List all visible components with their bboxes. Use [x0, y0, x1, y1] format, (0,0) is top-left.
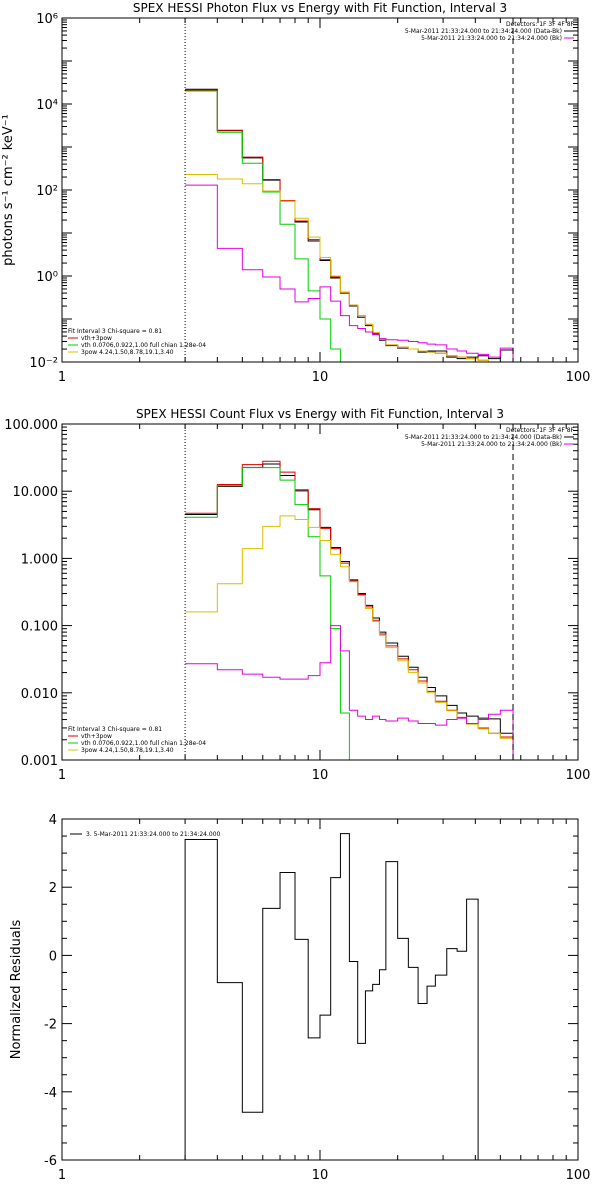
chart-panel-1: 1 10 100 10⁻² 10⁰ 10² 10⁴ 10⁶ SPEX HESSI Photon …: [1, 1, 590, 385]
x-tick-label: 1: [58, 1168, 66, 1183]
series-bk: [185, 625, 514, 760]
series-vth: [185, 467, 358, 760]
series-vth-3pow: [185, 460, 514, 760]
y-tick-label: 0.010: [21, 687, 58, 702]
plot-frame: [61, 818, 579, 1161]
legend-entry: Detectors: 1F 3F 4F 8F: [506, 427, 575, 434]
y-axis-label: Normalized Residuals: [9, 920, 24, 1060]
y-tick-label: 2: [49, 881, 57, 896]
series-3pow: [185, 173, 514, 362]
y-tick-label: 10⁻²: [29, 356, 58, 371]
legend-entry: Detectors: 1F 3F 4F 8F: [506, 21, 575, 28]
x-tick-label: 100: [566, 768, 591, 783]
legend-entry: vth 0.0706,0.922,1.00 full chian 1.28e-0…: [81, 342, 206, 349]
y-tick-label: 1.000: [21, 552, 58, 567]
x-tick-label: 10: [312, 768, 329, 783]
y-tick-label: 10⁰: [36, 270, 58, 285]
legend-entry: vth 0.0706,0.922,1.00 full chian 1.28e-0…: [81, 740, 206, 747]
legend-entry: vth+3pow: [81, 335, 112, 342]
x-tick-label: 1: [58, 768, 66, 783]
legend-entry: 3pow 4.24,1.50,8.78,19.1,3.40: [81, 349, 174, 356]
legend-entry: 5-Mar-2011 21:33:24.000 to 21:34:24.000 …: [421, 35, 562, 42]
series-vth: [185, 90, 358, 362]
legend-entry: 3. 5-Mar-2011 21:33:24.000 to 21:34:24.0…: [86, 831, 221, 838]
chart-title: SPEX HESSI Photon Flux vs Energy with Fi…: [133, 1, 507, 15]
series-bk: [185, 184, 514, 362]
legend-entry: Fit Interval 3 Chi-square = 0.81: [68, 328, 162, 335]
x-tick-label: 10: [312, 370, 329, 385]
series-residuals: [184, 833, 479, 1160]
y-tick-label: -2: [44, 1018, 57, 1033]
y-tick-label: 10⁴: [36, 98, 58, 113]
chart-panel-2: 1 10 100 0.001 0.010 0.100 1.000 10.000 100.000 S…: [4, 407, 590, 783]
y-tick-label: 10²: [36, 184, 58, 199]
y-tick-label: 10.000: [13, 485, 59, 500]
y-tick-label: -6: [44, 1154, 57, 1169]
legend-entry: 5-Mar-2011 21:33:24.000 to 21:34:24.000 …: [405, 434, 562, 441]
y-tick-label: -4: [44, 1086, 57, 1101]
x-tick-label: 100: [566, 1168, 591, 1183]
y-tick-label: 0.001: [21, 754, 58, 769]
legend-entry: Fit Interval 3 Chi-square = 0.81: [68, 726, 162, 733]
legend-entry: 5-Mar-2011 21:33:24.000 to 21:34:24.000 …: [405, 28, 562, 35]
y-tick-label: 100.000: [4, 418, 58, 433]
y-tick-label: 10⁶: [36, 12, 58, 27]
x-tick-label: 100: [566, 370, 591, 385]
y-tick-label: 4: [49, 813, 57, 828]
y-axis-label: photons s⁻¹ cm⁻² keV⁻¹: [1, 114, 16, 266]
chart-panel-3: 1 10 100 -6 -4 -2 0 2 4 Normalized Residuals 3. 5-…: [9, 813, 590, 1183]
x-tick-label: 1: [58, 370, 66, 385]
legend-entry: 3pow 4.24,1.50,8.78,19.1,3.40: [81, 747, 174, 754]
plot-frame: [61, 423, 579, 761]
chart-title: SPEX HESSI Count Flux vs Energy with Fit…: [136, 407, 504, 421]
y-tick-label: 0.100: [21, 620, 58, 635]
y-tick-label: 0: [49, 949, 57, 964]
legend-entry: 5-Mar-2011 21:33:24.000 to 21:34:24.000 …: [421, 441, 562, 448]
legend-entry: vth+3pow: [81, 733, 112, 740]
x-tick-label: 10: [312, 1168, 329, 1183]
